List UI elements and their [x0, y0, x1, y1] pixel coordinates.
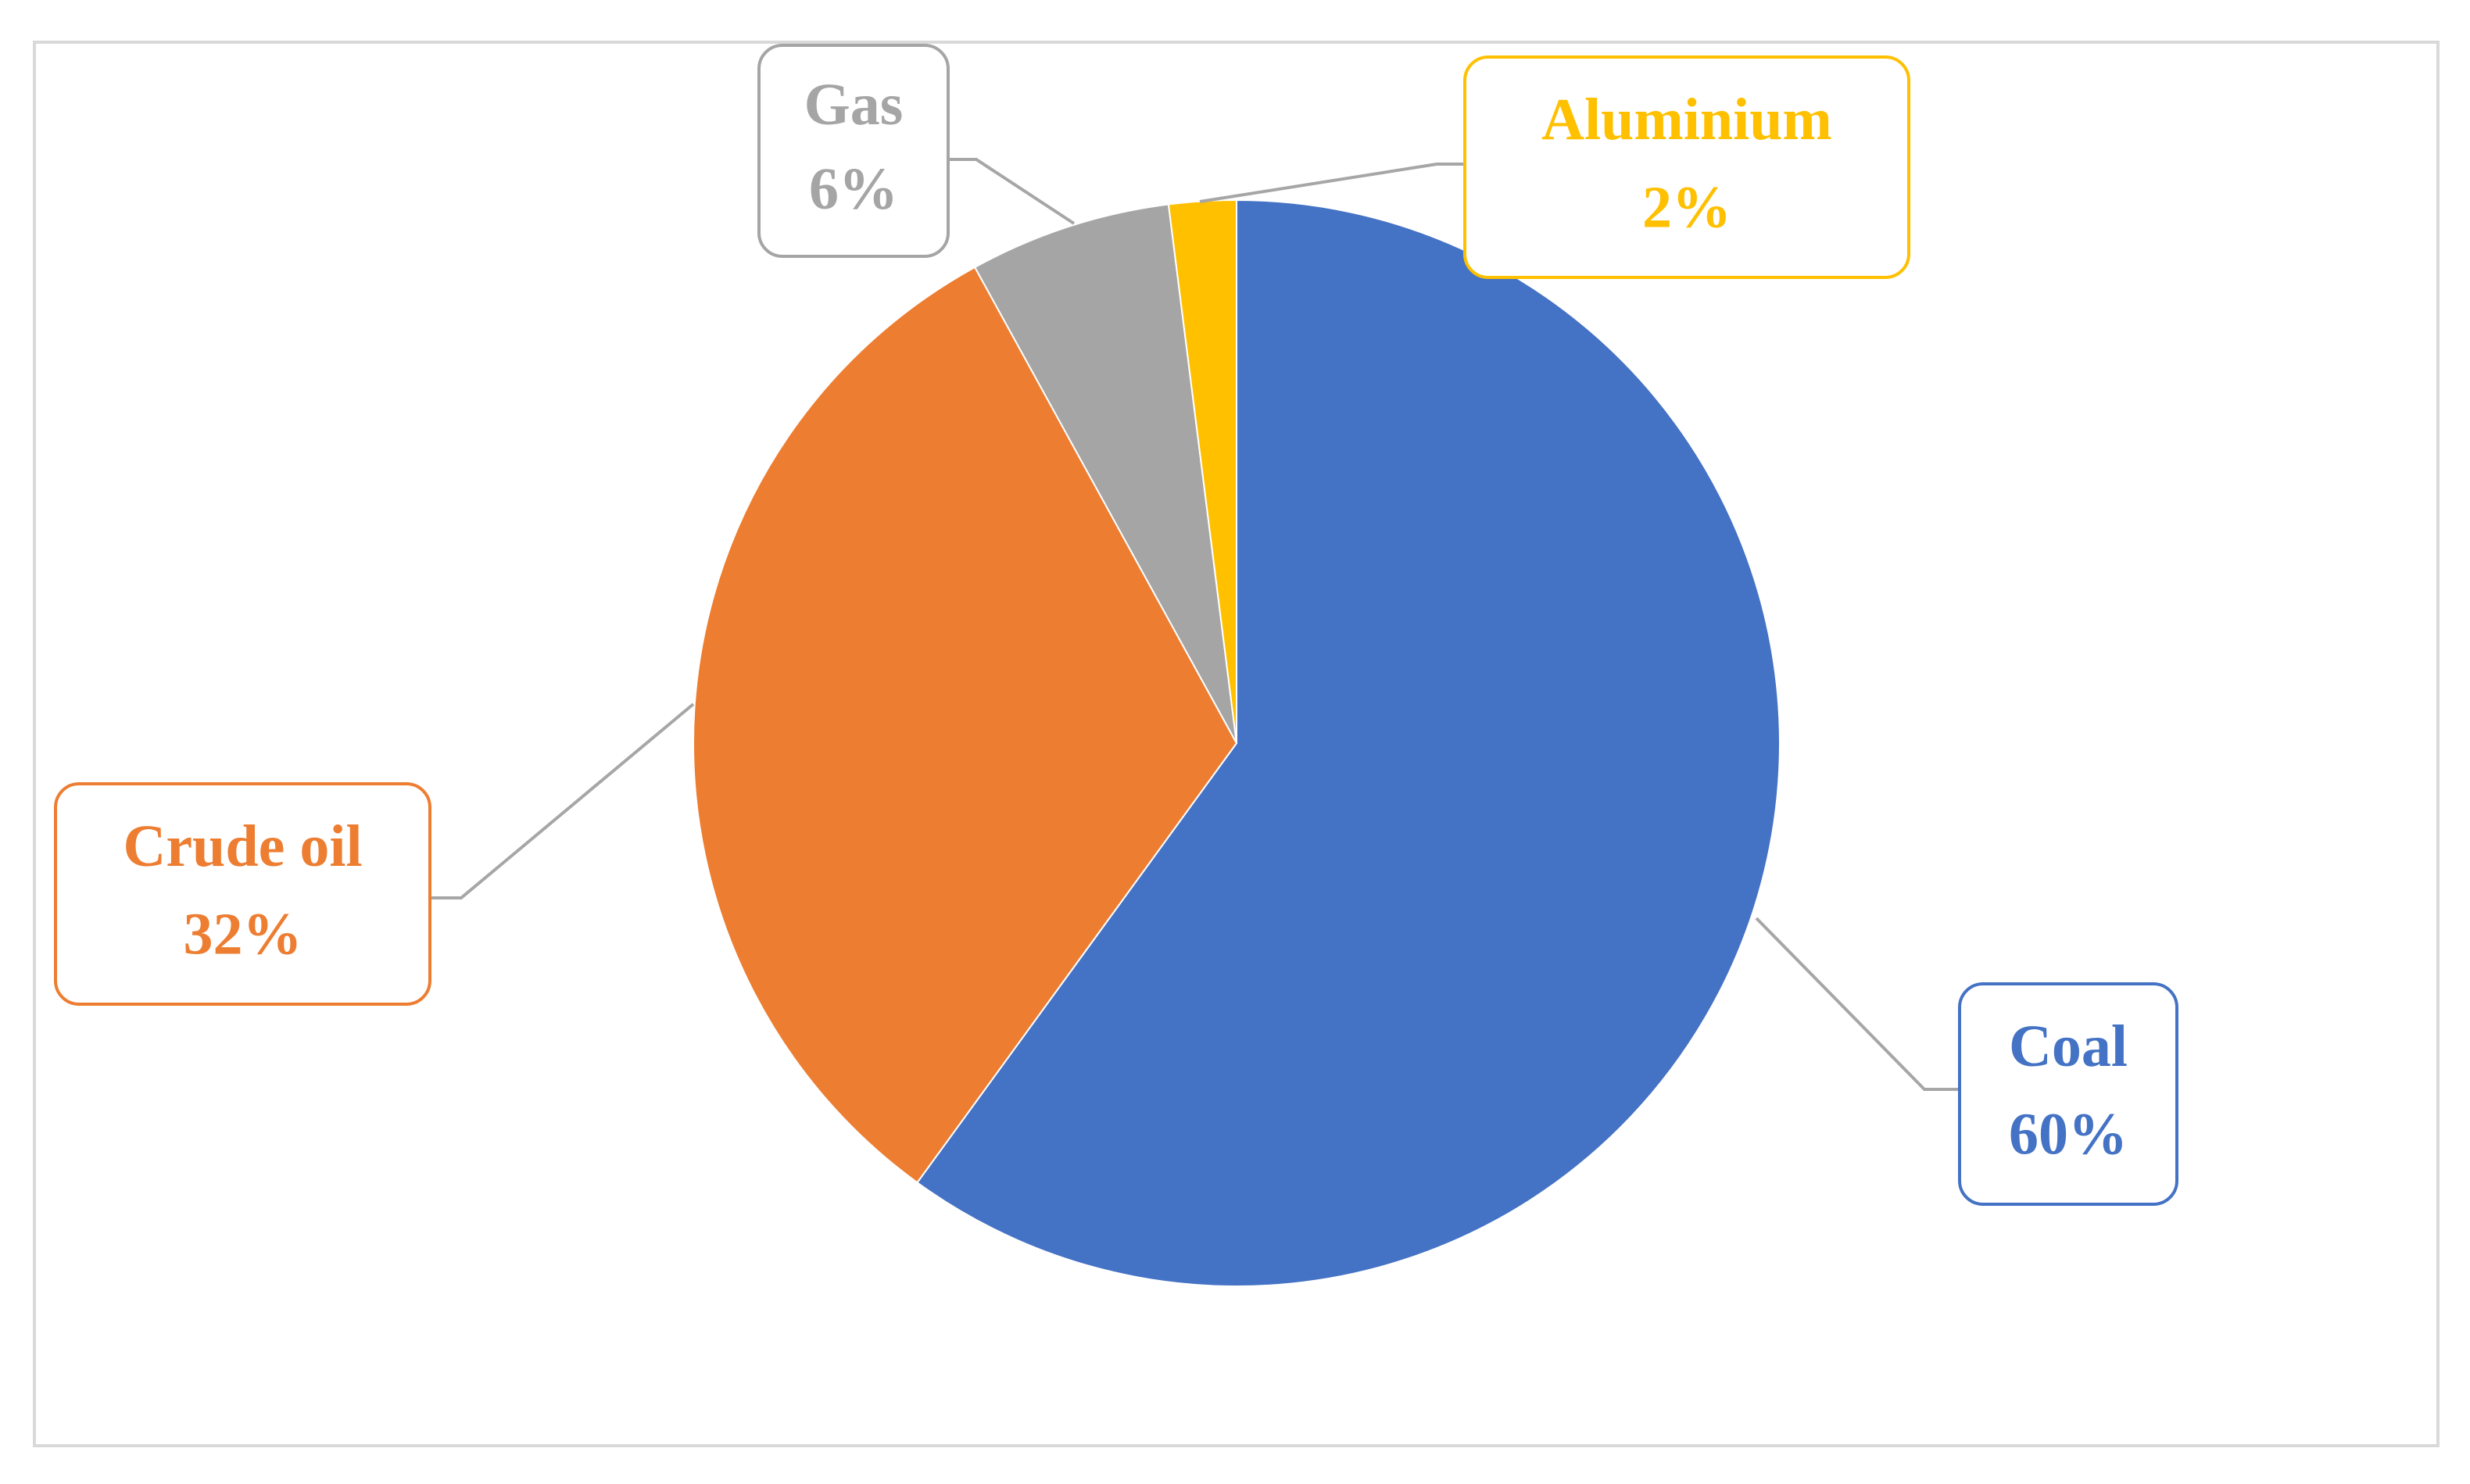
- leader-line: [1199, 163, 1465, 203]
- label-category: Gas: [804, 72, 904, 138]
- label-value: 6%: [809, 156, 898, 222]
- label-category: Coal: [2009, 1014, 2128, 1079]
- label-category: Crude oil: [123, 814, 362, 879]
- label-box: [757, 44, 950, 258]
- pie-slice: [916, 198, 1781, 1287]
- label-value: 32%: [184, 902, 302, 967]
- pie-slice: [973, 203, 1237, 744]
- label-box: [54, 782, 431, 1006]
- leader-line: [1755, 917, 1960, 1091]
- label-box: [1463, 55, 1910, 279]
- label-box: [1958, 982, 2178, 1206]
- leader-line: [430, 703, 695, 899]
- pie-slice: [692, 266, 1238, 1184]
- label-value: 60%: [2009, 1102, 2128, 1168]
- label-value: 2%: [1642, 175, 1731, 241]
- leader-line: [948, 158, 1076, 225]
- label-category: Aluminium: [1541, 87, 1832, 152]
